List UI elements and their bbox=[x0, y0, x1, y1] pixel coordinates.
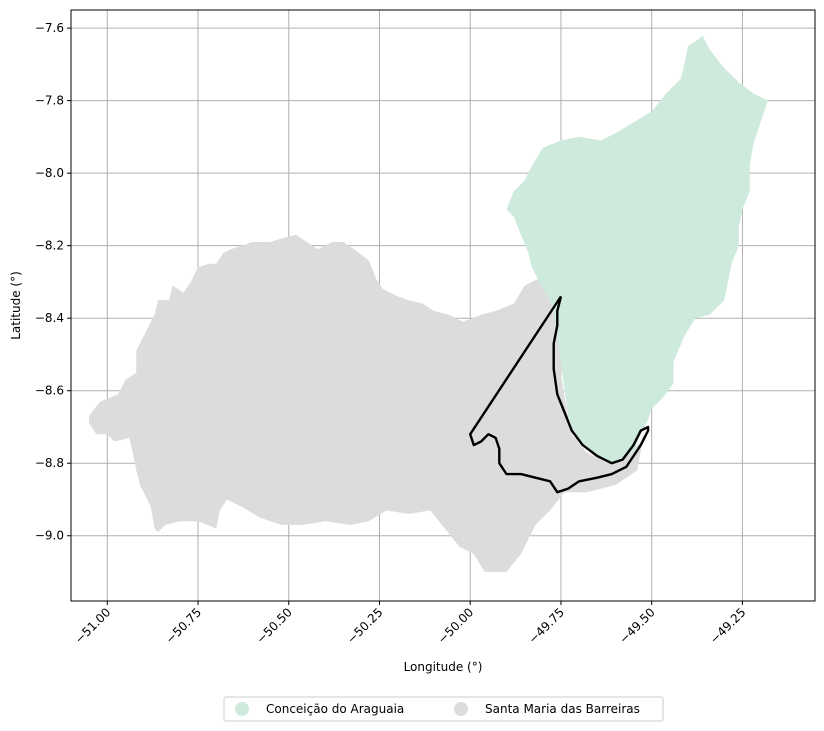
x-tick-label: −49.75 bbox=[526, 605, 567, 646]
region-concei-o-do-araguaia bbox=[506, 35, 768, 464]
y-tick-label: −8.6 bbox=[35, 384, 64, 398]
region-santa-maria-das-barreiras bbox=[89, 234, 645, 573]
region-polygons bbox=[89, 35, 768, 573]
legend-label-conceicao: Conceição do Araguaia bbox=[266, 702, 404, 716]
x-tick-label: −50.25 bbox=[344, 605, 385, 646]
x-tick-label: −50.50 bbox=[254, 605, 295, 646]
x-tick-label: −49.25 bbox=[707, 605, 748, 646]
legend-symbol-santa-maria bbox=[454, 702, 468, 716]
y-tick-label: −8.2 bbox=[35, 239, 64, 253]
legend-symbol-conceicao bbox=[235, 702, 249, 716]
y-axis-ticks: −7.6 −7.8 −8.0 −8.2 −8.4 −8.6 −8.8 −9.0 bbox=[35, 21, 71, 543]
y-tick-label: −9.0 bbox=[35, 529, 64, 543]
legend-label-santa-maria: Santa Maria das Barreiras bbox=[485, 702, 640, 716]
x-axis-label: Longitude (°) bbox=[404, 660, 483, 674]
plot-frame bbox=[70, 9, 816, 602]
x-tick-label: −50.75 bbox=[163, 605, 204, 646]
y-tick-label: −7.6 bbox=[35, 21, 64, 35]
y-axis-label: Latitude (°) bbox=[9, 271, 23, 340]
y-tick-label: −7.8 bbox=[35, 94, 64, 108]
x-tick-label: −51.00 bbox=[72, 605, 113, 646]
x-tick-label: −50.00 bbox=[435, 605, 476, 646]
y-tick-label: −8.8 bbox=[35, 456, 64, 470]
x-tick-label: −49.50 bbox=[616, 605, 657, 646]
boundary-path bbox=[469, 295, 650, 494]
legend: Conceição do Araguaia Santa Maria das Ba… bbox=[223, 696, 664, 722]
legend-box bbox=[223, 696, 664, 722]
y-tick-label: −8.0 bbox=[35, 166, 64, 180]
x-axis-ticks: −51.00 −50.75 −50.50 −50.25 −50.00 −49.75 −49.… bbox=[72, 601, 749, 647]
y-tick-label: −8.4 bbox=[35, 311, 64, 325]
boundary-outline bbox=[469, 295, 650, 494]
